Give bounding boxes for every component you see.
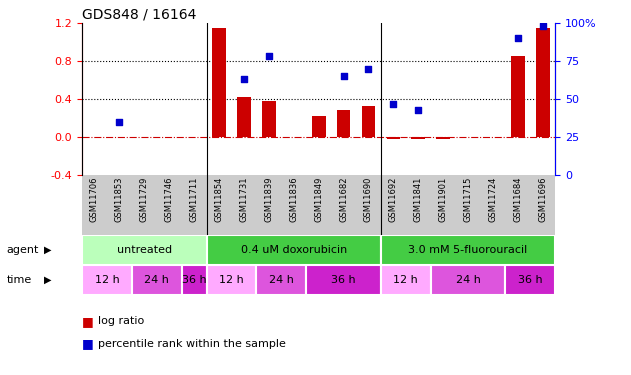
- Text: 24 h: 24 h: [144, 275, 169, 285]
- Text: GSM11746: GSM11746: [165, 177, 174, 222]
- Bar: [505, 265, 555, 295]
- Text: 12 h: 12 h: [394, 275, 418, 285]
- Text: GSM11706: GSM11706: [90, 177, 99, 222]
- Text: GSM11841: GSM11841: [414, 177, 423, 222]
- Text: percentile rank within the sample: percentile rank within the sample: [98, 339, 286, 349]
- Text: 36 h: 36 h: [182, 275, 206, 285]
- Text: GDS848 / 16164: GDS848 / 16164: [82, 8, 196, 22]
- Text: GSM11836: GSM11836: [289, 177, 298, 222]
- Bar: [536, 28, 550, 137]
- Text: 24 h: 24 h: [456, 275, 481, 285]
- Bar: [206, 265, 256, 295]
- Bar: [362, 106, 375, 137]
- Bar: [437, 137, 450, 139]
- Bar: [431, 265, 505, 295]
- Text: GSM11853: GSM11853: [115, 177, 124, 222]
- Text: GSM11690: GSM11690: [364, 177, 373, 222]
- Point: [388, 100, 398, 106]
- Text: GSM11696: GSM11696: [538, 177, 547, 222]
- Text: 3.0 mM 5-fluorouracil: 3.0 mM 5-fluorouracil: [408, 245, 528, 255]
- Bar: [132, 265, 182, 295]
- Bar: [511, 56, 525, 137]
- Point: [338, 73, 348, 79]
- Point: [264, 54, 274, 60]
- Text: GSM11684: GSM11684: [514, 177, 522, 222]
- Text: GSM11682: GSM11682: [339, 177, 348, 222]
- Point: [513, 35, 523, 41]
- Point: [538, 23, 548, 29]
- Point: [239, 76, 249, 82]
- Text: 12 h: 12 h: [219, 275, 244, 285]
- Text: 36 h: 36 h: [331, 275, 356, 285]
- Bar: [82, 235, 206, 265]
- Text: ■: ■: [82, 337, 94, 350]
- Bar: [312, 116, 326, 137]
- Text: agent: agent: [6, 245, 38, 255]
- Text: untreated: untreated: [117, 245, 172, 255]
- Text: ▶: ▶: [44, 275, 51, 285]
- Bar: [381, 235, 555, 265]
- Text: time: time: [6, 275, 32, 285]
- Point: [413, 106, 423, 112]
- Text: GSM11854: GSM11854: [215, 177, 223, 222]
- Bar: [337, 110, 350, 137]
- Bar: [237, 97, 251, 137]
- Text: GSM11692: GSM11692: [389, 177, 398, 222]
- Text: GSM11849: GSM11849: [314, 177, 323, 222]
- Point: [363, 66, 374, 72]
- Bar: [82, 265, 132, 295]
- Bar: [387, 137, 400, 139]
- Bar: [256, 265, 306, 295]
- Bar: [262, 101, 276, 137]
- Text: GSM11715: GSM11715: [464, 177, 473, 222]
- Text: 12 h: 12 h: [95, 275, 119, 285]
- Text: 0.4 uM doxorubicin: 0.4 uM doxorubicin: [240, 245, 347, 255]
- Bar: [182, 265, 206, 295]
- Text: GSM11839: GSM11839: [264, 177, 273, 222]
- Text: ▶: ▶: [44, 245, 51, 255]
- Text: GSM11901: GSM11901: [439, 177, 447, 222]
- Text: GSM11711: GSM11711: [190, 177, 199, 222]
- Text: log ratio: log ratio: [98, 316, 144, 326]
- Text: GSM11731: GSM11731: [239, 177, 249, 222]
- Text: 24 h: 24 h: [269, 275, 294, 285]
- Bar: [411, 137, 425, 139]
- Bar: [381, 265, 431, 295]
- Text: GSM11724: GSM11724: [488, 177, 497, 222]
- Bar: [206, 235, 381, 265]
- Text: 36 h: 36 h: [518, 275, 543, 285]
- Bar: [212, 28, 226, 137]
- Point: [114, 119, 124, 125]
- Text: ■: ■: [82, 315, 94, 328]
- Bar: [306, 265, 381, 295]
- Text: GSM11729: GSM11729: [140, 177, 149, 222]
